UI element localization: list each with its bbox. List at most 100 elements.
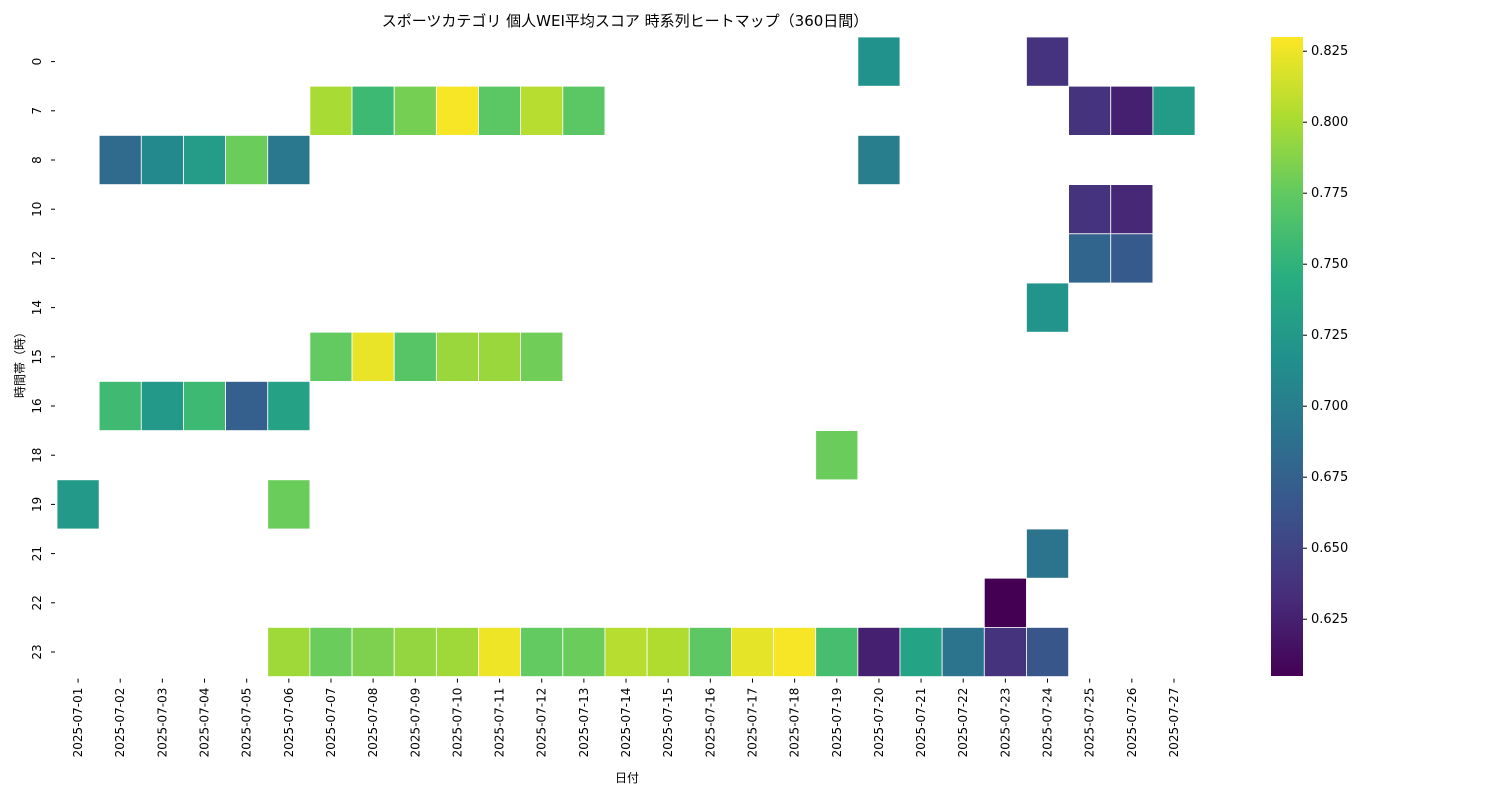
x-tick-label: 2025-07-20 — [872, 688, 886, 758]
heatmap-cell — [1026, 36, 1069, 87]
heatmap-cell — [98, 380, 142, 431]
colorbar-tick-label: 0.800 — [1311, 115, 1348, 130]
x-tick-label: 2025-07-01 — [71, 688, 85, 758]
heatmap-cell — [1068, 85, 1112, 136]
x-tick-label: 2025-07-08 — [366, 688, 380, 758]
heatmap-cell — [435, 85, 479, 136]
heatmap-cell — [646, 627, 690, 678]
heatmap-cell — [520, 331, 564, 382]
heatmap-cell — [1110, 85, 1154, 136]
heatmap-cell — [225, 134, 269, 185]
colorbar: 0.625 0.650 0.675 0.700 0.725 0.750 0.775 0.800… — [1271, 37, 1348, 676]
y-axis: 0 7 8 10 12 14 15 16 18 19 21 22 23 — [30, 58, 55, 660]
heatmap-cell — [899, 627, 943, 678]
heatmap-cell — [941, 627, 985, 678]
heatmap-cell — [1110, 184, 1154, 235]
heatmap-cell — [1110, 233, 1154, 284]
x-tick-label: 2025-07-21 — [914, 688, 928, 758]
colorbar-tick-label: 0.675 — [1311, 470, 1348, 485]
y-tick-label: 0 — [30, 58, 44, 66]
heatmap-cell — [393, 331, 437, 382]
heatmap-cell — [478, 85, 522, 136]
heatmap-cell — [1026, 528, 1069, 579]
heatmap-cell — [1068, 233, 1112, 284]
heatmap-cell — [351, 331, 395, 382]
colorbar-gradient — [1271, 37, 1303, 676]
x-tick-label: 2025-07-09 — [408, 688, 422, 758]
heatmap-cell — [393, 627, 437, 678]
colorbar-tick-label: 0.750 — [1311, 257, 1348, 272]
x-tick-label: 2025-07-11 — [493, 688, 507, 758]
heatmap-cell — [857, 627, 901, 678]
heatmap-cell — [773, 627, 817, 678]
heatmap-cell — [1026, 282, 1069, 333]
x-tick-label: 2025-07-27 — [1167, 688, 1181, 758]
x-tick-label: 2025-07-03 — [155, 688, 169, 758]
heatmap-cell — [983, 627, 1027, 678]
y-tick-label: 12 — [30, 251, 44, 266]
y-tick-label: 21 — [30, 546, 44, 561]
heatmap-cell — [435, 627, 479, 678]
heatmap-cell — [520, 85, 564, 136]
heatmap-cell — [267, 134, 311, 185]
heatmap-cell — [309, 85, 353, 136]
heatmap-cell — [815, 430, 859, 481]
heatmap-cell — [393, 85, 437, 136]
x-tick-label: 2025-07-23 — [998, 688, 1012, 758]
heatmap-cell — [562, 627, 606, 678]
y-tick-label: 23 — [30, 644, 44, 659]
y-tick-label: 8 — [30, 156, 44, 164]
x-tick-label: 2025-07-02 — [113, 688, 127, 758]
heatmap-cell — [140, 380, 184, 431]
heatmap-cell — [56, 479, 100, 530]
heatmap-cell — [1152, 85, 1196, 136]
x-tick-label: 2025-07-16 — [703, 688, 717, 758]
x-tick-label: 2025-07-06 — [282, 688, 296, 758]
y-tick-label: 7 — [30, 107, 44, 115]
y-tick-label: 22 — [30, 595, 44, 610]
y-tick-label: 10 — [30, 202, 44, 217]
heatmap-cell — [1026, 627, 1069, 678]
x-tick-label: 2025-07-13 — [577, 688, 591, 758]
x-tick-label: 2025-07-19 — [830, 688, 844, 758]
colorbar-tick-label: 0.650 — [1311, 541, 1348, 556]
y-tick-label: 15 — [30, 349, 44, 364]
heatmap-cell — [1068, 184, 1112, 235]
heatmap-cell — [857, 134, 901, 185]
heatmap-cell — [267, 380, 311, 431]
heatmap-cell — [267, 627, 311, 678]
heatmap-cell — [731, 627, 774, 678]
colorbar-tick-label: 0.625 — [1311, 612, 1348, 627]
heatmap-cell — [688, 627, 732, 678]
chart-title: スポーツカテゴリ 個人WEI平均スコア 時系列ヒートマップ（360日間） — [382, 12, 869, 30]
heatmap-cell — [183, 134, 226, 185]
heatmap-cell — [140, 134, 184, 185]
x-tick-label: 2025-07-25 — [1083, 688, 1097, 758]
y-tick-label: 18 — [30, 448, 44, 463]
heatmap-cell — [351, 85, 395, 136]
x-tick-label: 2025-07-05 — [240, 688, 254, 758]
y-axis-label: 時間帯（時） — [13, 326, 27, 398]
x-tick-label: 2025-07-10 — [450, 688, 464, 758]
x-tick-label: 2025-07-14 — [619, 688, 633, 758]
heatmap-cell — [351, 627, 395, 678]
heatmap-cell — [309, 627, 353, 678]
heatmap-cell — [857, 36, 901, 87]
colorbar-tick-label: 0.775 — [1311, 186, 1348, 201]
colorbar-tick-label: 0.825 — [1311, 44, 1348, 59]
y-tick-label: 19 — [30, 497, 44, 512]
heatmap-cell — [562, 85, 606, 136]
x-tick-label: 2025-07-15 — [661, 688, 675, 758]
x-axis-label: 日付 — [615, 771, 639, 785]
y-tick-label: 14 — [30, 300, 44, 315]
heatmap-cell — [435, 331, 479, 382]
heatmap-cell — [478, 331, 522, 382]
heatmap-cell — [98, 134, 142, 185]
heatmap-cell — [267, 479, 311, 530]
heatmap-cell — [604, 627, 648, 678]
heatmap-cell — [983, 577, 1027, 628]
heatmap-cells — [56, 36, 1196, 678]
heatmap-cell — [520, 627, 564, 678]
y-tick-label: 16 — [30, 398, 44, 413]
